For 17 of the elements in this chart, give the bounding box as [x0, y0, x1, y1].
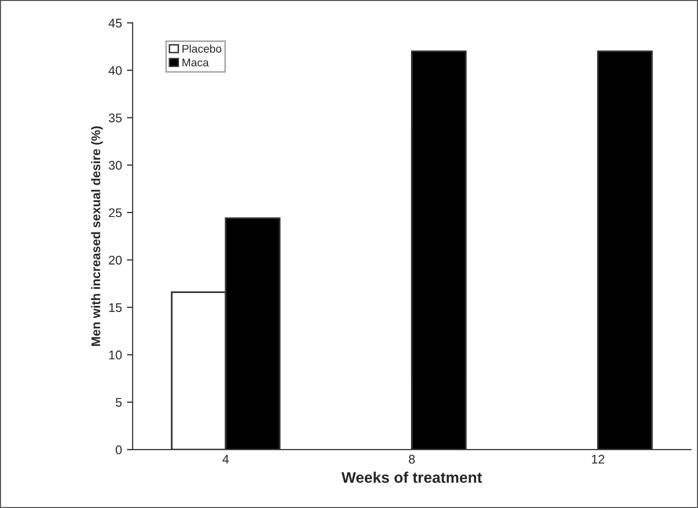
y-tick-label: 15 — [109, 303, 122, 312]
x-tick-label: 8 — [408, 454, 415, 464]
y-tick-label: 25 — [108, 208, 122, 218]
x-tick-label: 12 — [592, 454, 604, 464]
y-tick-label: 5 — [116, 398, 122, 407]
y-tick-label: 35 — [108, 113, 122, 122]
y-tick-label: 30 — [108, 160, 122, 170]
legend-label: Maca — [182, 58, 209, 66]
y-tick-label: 10 — [109, 350, 122, 360]
x-axis-title: Weeks of treatment — [342, 472, 482, 483]
legend-label: Placebo — [182, 44, 222, 53]
x-tick-label: 4 — [222, 454, 229, 464]
y-tick-label: 45 — [108, 18, 122, 28]
y-tick-label: 0 — [116, 445, 122, 454]
y-tick-label: 20 — [108, 256, 122, 265]
y-tick-label: 40 — [108, 66, 122, 75]
y-axis-title: Men with increased sexual desire (%) — [91, 126, 103, 346]
